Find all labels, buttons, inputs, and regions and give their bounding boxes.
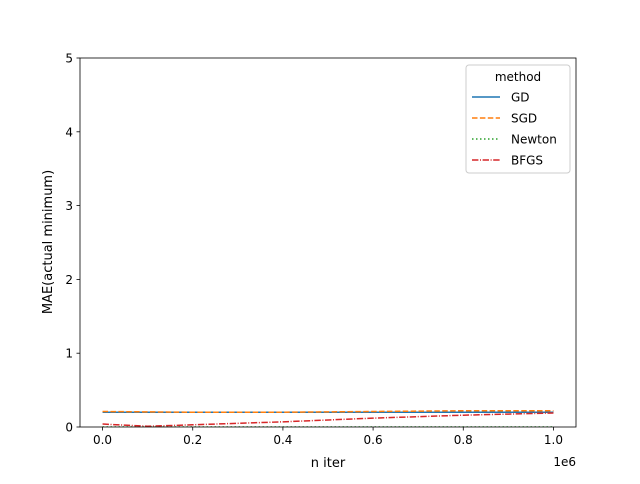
legend-label-newton: Newton [511, 133, 557, 147]
legend-label-sgd: SGD [511, 112, 537, 126]
legend-box [465, 64, 571, 174]
y-tick-label: 0 [65, 421, 73, 435]
x-axis-label: n iter [311, 456, 346, 471]
y-tick-label: 5 [65, 52, 73, 66]
plot-frame [79, 57, 577, 428]
x-tick-label: 0.6 [364, 433, 383, 447]
y-tick-label: 3 [65, 199, 73, 213]
x-tick-label: 0.2 [183, 433, 202, 447]
x-axis-offset-label: 1e6 [553, 455, 576, 469]
x-tick-label: 0.8 [454, 433, 473, 447]
x-tick-label: 0.4 [273, 433, 292, 447]
series-line-bfgs [102, 412, 554, 427]
legend-title: method [495, 70, 541, 84]
x-tick-label: 0.0 [93, 433, 112, 447]
legend-items: GD SGD Newton BFGS [472, 91, 557, 168]
legend: method GD SGD Newton BFGS [465, 64, 571, 174]
y-axis-label: MAE(actual minimum) [41, 170, 56, 314]
y-tick-label: 4 [65, 125, 73, 139]
x-tick-label: 1.0 [544, 433, 563, 447]
legend-label-gd: GD [511, 91, 530, 105]
legend-label-bfgs: BFGS [511, 154, 543, 168]
series-line-sgd [102, 410, 554, 413]
series-layer [102, 410, 554, 427]
y-axis: 0 1 2 3 4 5 [65, 52, 80, 435]
y-tick-label: 2 [65, 273, 73, 287]
x-axis: 0.0 0.2 0.4 0.6 0.8 1.0 [93, 427, 563, 447]
y-tick-label: 1 [65, 347, 73, 361]
